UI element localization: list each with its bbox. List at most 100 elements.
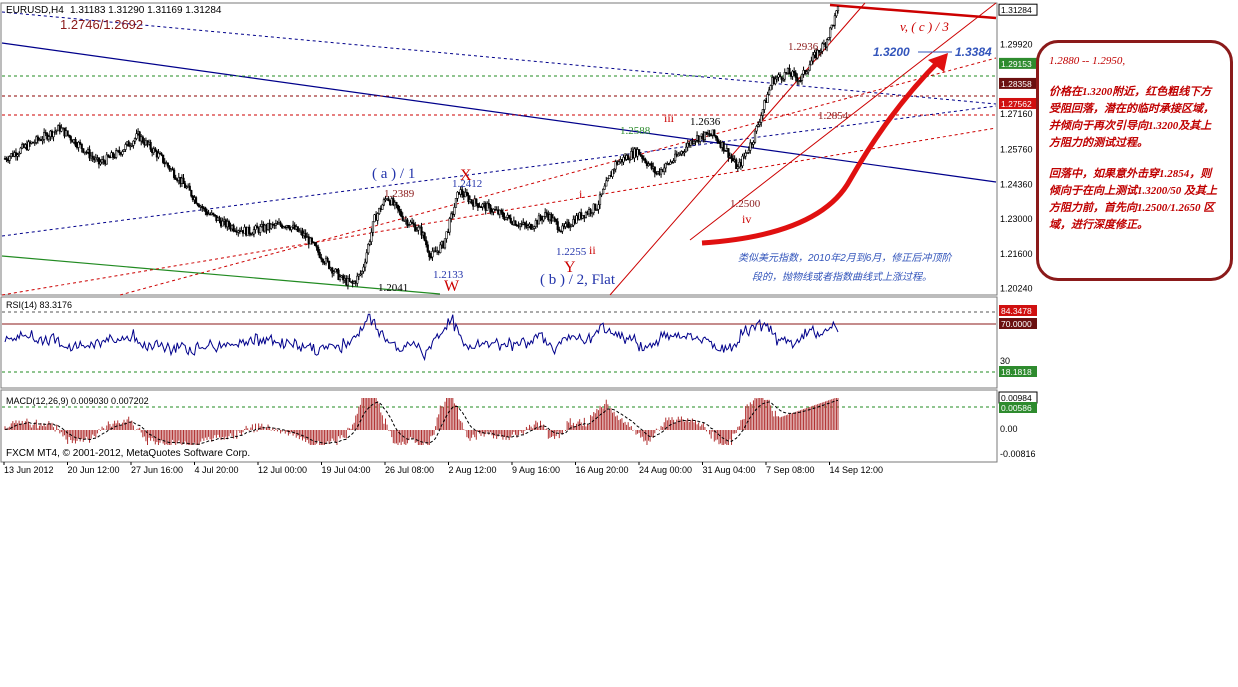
candle-body: [425, 239, 428, 246]
rsi-boxes-box-2: [999, 366, 1037, 377]
candle-body: [644, 158, 647, 164]
candle-body: [412, 223, 415, 225]
candle-body: [124, 144, 127, 150]
candle-body: [198, 204, 201, 208]
candle-body: [221, 220, 224, 227]
candle-body: [338, 276, 342, 280]
candle-body: [91, 155, 94, 159]
time-axis: 13 Jun 2012 20 Jun 12:00 27 Jun 16:00 4 Jul…: [3, 462, 883, 475]
candle-body: [597, 204, 600, 210]
rsi-tick-30: 30: [1000, 356, 1010, 366]
x-tick-12: 7 Sep 08:00: [766, 465, 815, 475]
candle-body: [833, 15, 836, 26]
candle-body: [672, 160, 675, 163]
candle-body: [678, 153, 681, 156]
candle-body: [542, 216, 545, 221]
candle-body: [622, 157, 625, 163]
candle-body: [317, 246, 320, 253]
candle-body: [825, 39, 829, 48]
candle-body: [775, 76, 779, 80]
candle-body: [710, 134, 713, 137]
y-tick-5: 1.21600: [1000, 249, 1033, 259]
wave-v-c3: v, ( c ) / 3: [900, 19, 949, 34]
candle-body: [406, 219, 409, 226]
x-tick-10: 24 Aug 00:00: [639, 465, 692, 475]
candle-body: [545, 212, 548, 215]
candle-body: [426, 244, 429, 252]
candle-body: [749, 142, 752, 151]
note-line-1: 类似美元指数，2010年2月到6月，修正后冲顶阶: [738, 252, 952, 264]
candle-body: [793, 70, 796, 74]
x-tick-2: 27 Jun 16:00: [131, 465, 183, 475]
candle-body: [428, 251, 431, 258]
candle-body: [531, 227, 534, 230]
candle-body: [439, 244, 442, 253]
candle-body: [400, 210, 403, 217]
candle-body: [270, 223, 273, 229]
candles: [3, 6, 840, 290]
candle-body: [183, 183, 187, 189]
main-boxes-box-0: [998, 3, 1038, 16]
candle-body: [692, 140, 696, 144]
level-1-2041: 1.2041: [378, 282, 408, 294]
candle-body: [760, 115, 763, 123]
candle-body: [121, 151, 124, 155]
candle-body: [602, 188, 605, 195]
candle-body: [612, 168, 616, 171]
candle-body: [450, 213, 453, 219]
candle-body: [501, 212, 505, 218]
candle-body: [674, 153, 677, 161]
main-y-axis: 1.29920 1.27160 1.25760 1.24360 1.23000 1.216…: [1000, 40, 1033, 294]
candle-body: [747, 149, 750, 153]
candle-body: [763, 100, 766, 110]
candle-body: [166, 162, 169, 167]
candle-body: [77, 142, 80, 148]
main-price-boxes: 1.31284 1.29153 1.28358 1.27562: [998, 3, 1038, 109]
candle-body: [356, 275, 359, 284]
candle-body: [54, 130, 57, 133]
candle-body: [746, 152, 749, 154]
candle-body: [19, 147, 22, 154]
main-chart-frame: [0, 2, 998, 296]
candle-body: [52, 131, 55, 138]
candle-body: [589, 209, 592, 214]
candle-body: [135, 133, 138, 139]
candle-body: [735, 159, 738, 170]
candle-body: [791, 70, 794, 77]
level-1-2500: 1.2500: [730, 198, 761, 210]
candle-body: [392, 198, 395, 206]
y-tick-6: 1.20240: [1000, 283, 1033, 293]
candle-body: [310, 237, 313, 243]
candle-body: [713, 129, 716, 137]
candle-body: [819, 50, 822, 53]
wave-b2: ( b ) / 2, Flat: [540, 272, 616, 288]
candle-body: [69, 136, 72, 141]
candle-body: [559, 230, 562, 233]
candle-body: [107, 154, 110, 158]
candle-body: [448, 218, 451, 233]
main-boxes-label-3: 1.27562: [1001, 99, 1032, 109]
candle-body: [401, 215, 404, 221]
candle-body: [212, 212, 215, 215]
candle-body: [111, 152, 115, 158]
candle-body: [315, 245, 318, 248]
candle-body: [481, 203, 484, 208]
rsi-price-boxes: 84.3478 70.0000 18.1818: [999, 305, 1037, 377]
candle-body: [171, 168, 174, 171]
candle-body: [742, 155, 746, 158]
candle-body: [664, 163, 667, 169]
rsi-boxes-label-2: 18.1818: [1001, 367, 1032, 377]
candle-body: [780, 76, 783, 80]
candle-body: [443, 238, 447, 249]
candle-body: [321, 258, 324, 263]
candle-body: [429, 256, 432, 259]
candle-body: [699, 135, 702, 142]
candle-body: [141, 136, 144, 143]
candle-body: [805, 71, 808, 74]
candle-body: [753, 130, 757, 143]
candle-body: [467, 194, 470, 203]
candle-body: [290, 226, 293, 230]
level-1-2854: 1.2854: [818, 110, 849, 122]
candle-body: [530, 223, 533, 230]
candle-body: [479, 206, 483, 208]
